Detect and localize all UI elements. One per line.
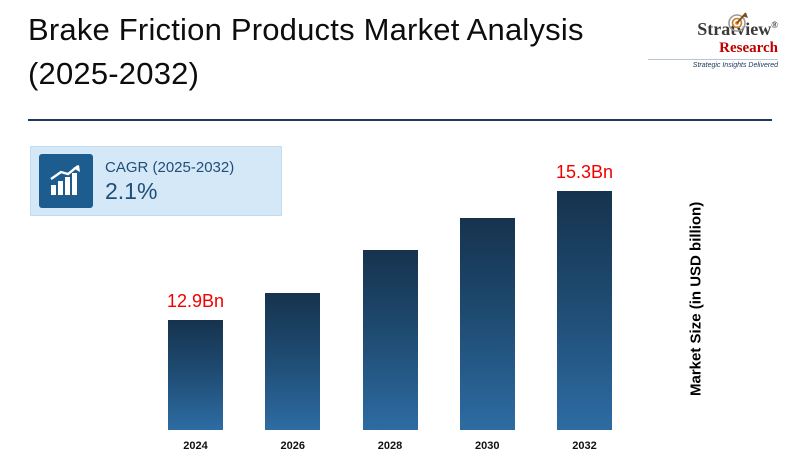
bar-group-2026: 2026 [265,150,321,452]
bar-group-2032: 15.3Bn 2032 [555,150,614,452]
bar-value-label-2024: 12.9Bn [166,291,225,311]
bar-chart: 12.9Bn 2024 2026 2028 2030 15.3Bn 2032 [166,150,614,452]
y-axis-label: Market Size (in USD billion) [687,201,705,397]
page-title: Brake Friction Products Market Analysis … [28,12,584,91]
bar-group-2028: 2028 [362,150,418,452]
brand-logo: Stratview® Research Strategic Insights D… [648,12,778,69]
cagr-value: 2.1% [105,178,158,204]
cagr-text-block: CAGR (2025-2032) 2.1% [105,158,234,204]
registered-mark: ® [771,20,778,30]
bar-2024 [168,320,223,430]
bar-2032 [557,191,612,430]
bar-group-2024: 12.9Bn 2024 [166,150,225,452]
bar-group-2030: 2030 [459,150,515,452]
growth-chart-icon [39,154,93,208]
bar-2030 [459,218,515,430]
category-label-2028: 2028 [377,440,403,452]
title-divider [28,119,772,121]
bar-chart-plot-area: 12.9Bn 2024 2026 2028 2030 15.3Bn 2032 [166,150,614,452]
category-label-2032: 2032 [572,440,597,452]
cagr-callout-box: CAGR (2025-2032) 2.1% [30,146,282,216]
brand-tagline: Strategic Insights Delivered [648,59,778,69]
target-arrow-icon [728,12,748,32]
brand-name: Stratview® [697,19,778,39]
category-label-2024: 2024 [183,440,208,452]
category-label-2026: 2026 [280,440,305,452]
bar-2026 [265,293,321,430]
cagr-label: CAGR (2025-2032) [105,159,235,176]
brand-sub-name: Research [719,40,778,56]
bar-value-label-2032: 15.3Bn [555,162,614,182]
bar-2028 [362,250,418,430]
category-label-2030: 2030 [475,440,500,452]
